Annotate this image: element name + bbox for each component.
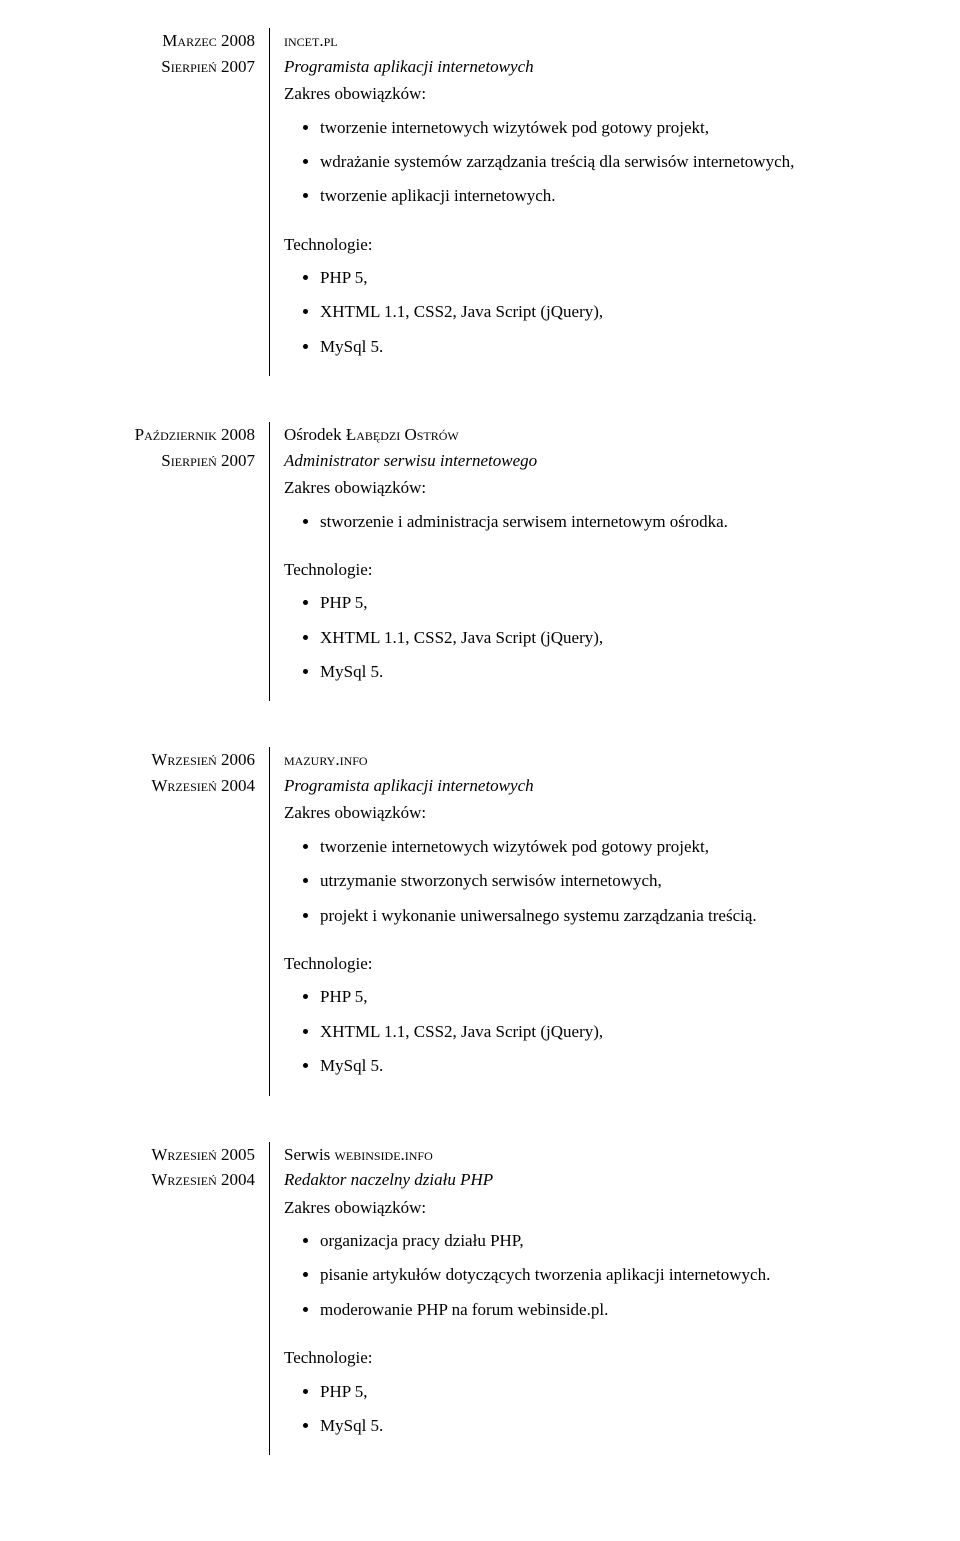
company-prefix: Serwis <box>284 1145 335 1164</box>
content-column: Serwis webinside.infoRedaktor naczelny d… <box>269 1142 900 1456</box>
duty-item: utrzymanie stworzonych serwisów internet… <box>320 864 900 898</box>
tech-item: PHP 5, <box>320 261 900 295</box>
date-end: Sierpień 2007 <box>60 448 255 474</box>
tech-item: PHP 5, <box>320 586 900 620</box>
tech-list: PHP 5,XHTML 1.1, CSS2, Java Script (jQue… <box>284 261 900 364</box>
cv-entry: Wrzesień 2006Wrzesień 2004 mazury.info Pro… <box>60 747 900 1095</box>
tech-label: Technologie: <box>284 232 900 258</box>
tech-item: XHTML 1.1, CSS2, Java Script (jQuery), <box>320 621 900 655</box>
job-role: Administrator serwisu internetowego <box>284 448 900 474</box>
duties-label: Zakres obowiązków: <box>284 1195 900 1221</box>
job-role: Programista aplikacji internetowych <box>284 54 900 80</box>
duty-item: organizacja pracy działu PHP, <box>320 1224 900 1258</box>
date-end: Wrzesień 2004 <box>60 773 255 799</box>
cv-page: Marzec 2008Sierpień 2007incet.plProgrami… <box>0 0 960 1541</box>
date-column: Marzec 2008Sierpień 2007 <box>60 28 269 376</box>
company-name: webinside.info <box>335 1145 433 1164</box>
tech-block: Technologie: PHP 5,XHTML 1.1, CSS2, Java … <box>284 557 900 690</box>
date-end: Wrzesień 2004 <box>60 1167 255 1193</box>
duty-item: pisanie artykułów dotyczących tworzenia … <box>320 1258 900 1292</box>
tech-block: Technologie: PHP 5,XHTML 1.1, CSS2, Java … <box>284 951 900 1084</box>
content-column: mazury.info Programista aplikacji interne… <box>269 747 900 1095</box>
content-column: Ośrodek Łabędzi OstrówAdministrator serw… <box>269 422 900 701</box>
duties-list: organizacja pracy działu PHP,pisanie art… <box>284 1224 900 1327</box>
duties-label: Zakres obowiązków: <box>284 81 900 107</box>
tech-item: PHP 5, <box>320 1375 900 1409</box>
date-start: Wrzesień 2006 <box>60 747 255 773</box>
duty-item: wdrażanie systemów zarządzania treścią d… <box>320 145 900 179</box>
tech-block: Technologie: PHP 5,XHTML 1.1, CSS2, Java … <box>284 232 900 365</box>
date-start: Wrzesień 2005 <box>60 1142 255 1168</box>
tech-label: Technologie: <box>284 1345 900 1371</box>
tech-list: PHP 5,XHTML 1.1, CSS2, Java Script (jQue… <box>284 980 900 1083</box>
job-role: Redaktor naczelny działu PHP <box>284 1167 900 1193</box>
tech-list: PHP 5,MySql 5. <box>284 1375 900 1444</box>
duty-item: tworzenie internetowych wizytówek pod go… <box>320 830 900 864</box>
tech-item: MySql 5. <box>320 1049 900 1083</box>
date-end: Sierpień 2007 <box>60 54 255 80</box>
tech-item: MySql 5. <box>320 655 900 689</box>
company-line: incet.pl <box>284 28 900 54</box>
tech-item: XHTML 1.1, CSS2, Java Script (jQuery), <box>320 1015 900 1049</box>
tech-item: XHTML 1.1, CSS2, Java Script (jQuery), <box>320 295 900 329</box>
date-column: Wrzesień 2005Wrzesień 2004 <box>60 1142 269 1456</box>
cv-entry: Marzec 2008Sierpień 2007 incet.pl Programi… <box>60 28 900 376</box>
date-start: Marzec 2008 <box>60 28 255 54</box>
company-name: Łabędzi Ostrów <box>346 425 459 444</box>
tech-item: MySql 5. <box>320 1409 900 1443</box>
tech-block: Technologie: PHP 5,MySql 5. <box>284 1345 900 1443</box>
date-column: Wrzesień 2006Wrzesień 2004 <box>60 747 269 1095</box>
company-line: Serwis webinside.info <box>284 1142 900 1168</box>
company-name: incet.pl <box>284 31 338 50</box>
duties-list: tworzenie internetowych wizytówek pod go… <box>284 830 900 933</box>
job-role: Programista aplikacji internetowych <box>284 773 900 799</box>
cv-entry: Wrzesień 2005Wrzesień 2004Serwis webinsi… <box>60 1142 900 1456</box>
company-name: mazury.info <box>284 750 368 769</box>
content-column: incet.pl Programista aplikacji internetow… <box>269 28 900 376</box>
duty-item: tworzenie aplikacji internetowych. <box>320 179 900 213</box>
duty-item: projekt i wykonanie uniwersalnego system… <box>320 899 900 933</box>
tech-item: MySql 5. <box>320 330 900 364</box>
tech-item: PHP 5, <box>320 980 900 1014</box>
duty-item: stworzenie i administracja serwisem inte… <box>320 505 900 539</box>
duty-item: moderowanie PHP na forum webinside.pl. <box>320 1293 900 1327</box>
tech-list: PHP 5,XHTML 1.1, CSS2, Java Script (jQue… <box>284 586 900 689</box>
date-start: Październik 2008 <box>60 422 255 448</box>
duties-list: stworzenie i administracja serwisem inte… <box>284 505 900 539</box>
company-prefix: Ośrodek <box>284 425 346 444</box>
date-column: Październik 2008Sierpień 2007 <box>60 422 269 701</box>
tech-label: Technologie: <box>284 951 900 977</box>
tech-label: Technologie: <box>284 557 900 583</box>
company-line: mazury.info <box>284 747 900 773</box>
cv-entry: Październik 2008Sierpień 2007Ośrodek Łab… <box>60 422 900 701</box>
duty-item: tworzenie internetowych wizytówek pod go… <box>320 111 900 145</box>
duties-label: Zakres obowiązków: <box>284 475 900 501</box>
duties-list: tworzenie internetowych wizytówek pod go… <box>284 111 900 214</box>
company-line: Ośrodek Łabędzi Ostrów <box>284 422 900 448</box>
duties-label: Zakres obowiązków: <box>284 800 900 826</box>
